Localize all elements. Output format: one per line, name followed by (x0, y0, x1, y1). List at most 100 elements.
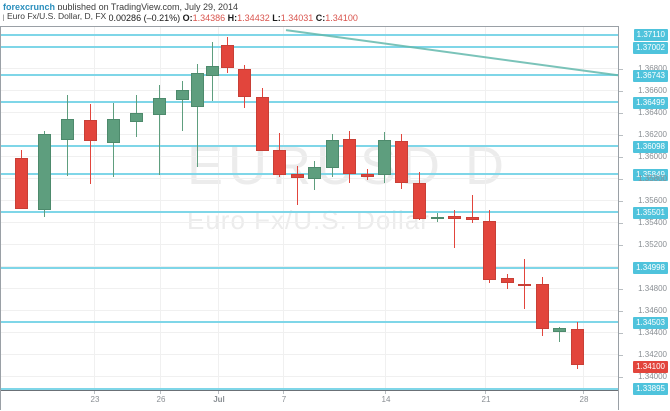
price-tick (619, 135, 623, 136)
grid-line-horizontal (1, 266, 618, 267)
price-axis-label: 1.34600 (638, 306, 667, 315)
candle-body (238, 69, 251, 97)
grid-line-vertical (283, 27, 284, 390)
price-level-label[interactable]: 1.34503 (633, 317, 668, 329)
grid-line-vertical (218, 27, 219, 390)
price-level-label[interactable]: 1.37002 (633, 42, 668, 54)
price-tick (619, 311, 623, 312)
time-axis[interactable]: 23 26 Jul 7 14 21 28 (1, 390, 618, 410)
brand-label: forexcrunch (3, 2, 56, 12)
price-tick (619, 91, 623, 92)
price-axis-label: 1.35400 (638, 218, 667, 227)
time-axis-label: 26 (156, 395, 166, 404)
candle-wick (182, 81, 183, 131)
price-axis-label: 1.36000 (638, 152, 667, 161)
candle-body (38, 134, 51, 211)
candle-body (501, 278, 514, 283)
price-axis-label: 1.34000 (638, 372, 667, 381)
price-level-label[interactable]: 1.33895 (633, 383, 668, 395)
price-level-label[interactable]: 1.36743 (633, 70, 668, 82)
price-tick (619, 69, 623, 70)
price-highlight-line[interactable] (1, 211, 618, 213)
time-axis-label: 7 (281, 395, 287, 404)
price-highlight-line[interactable] (1, 145, 618, 147)
price-level-label[interactable]: 1.34998 (633, 262, 668, 274)
current-price-label[interactable]: 1.34100 (633, 361, 668, 373)
candle-body (206, 65, 219, 76)
candle-body (176, 90, 189, 101)
grid-line-horizontal (1, 134, 618, 135)
time-tick (283, 391, 284, 394)
candle-wick (472, 194, 473, 224)
change-label: –0.00286 (–0.21%) (103, 13, 181, 23)
price-level-label[interactable]: 1.36499 (633, 97, 668, 109)
price-axis-label: 1.34400 (638, 328, 667, 337)
price-highlight-line[interactable] (1, 388, 618, 390)
price-tick (619, 377, 623, 378)
time-tick (485, 391, 486, 394)
candle-body (448, 215, 461, 219)
candle-body (84, 119, 97, 141)
grid-line-horizontal (1, 332, 618, 333)
open-key: O: (182, 13, 193, 23)
price-level-label[interactable]: 1.37110 (633, 29, 668, 41)
grid-line-horizontal (1, 310, 618, 311)
candle-wick (454, 210, 455, 248)
grid-line-horizontal (1, 90, 618, 91)
price-tick (619, 201, 623, 202)
price-axis-label: 1.34800 (638, 284, 667, 293)
grid-line-horizontal (1, 244, 618, 245)
grid-line-horizontal (1, 200, 618, 201)
price-tick (619, 157, 623, 158)
candle-body (466, 216, 479, 221)
candle-body (431, 216, 444, 219)
candle-wick (559, 326, 560, 343)
candle-body (343, 138, 356, 174)
grid-line-horizontal (1, 222, 618, 223)
candlestick-series[interactable] (1, 27, 618, 390)
price-highlight-line[interactable] (1, 321, 618, 323)
candle-body (308, 167, 321, 180)
candle-body (361, 173, 374, 178)
price-tick (619, 333, 623, 334)
price-axis-label: 1.34200 (638, 350, 667, 359)
candle-body (15, 158, 28, 210)
candle-wick (297, 166, 298, 205)
price-tick (619, 355, 623, 356)
price-axis-label: 1.36600 (638, 86, 667, 95)
chart-plot-area[interactable]: EURUSD D Euro Fx/U.S. Dollar (1, 27, 618, 390)
price-axis-label: 1.35600 (638, 196, 667, 205)
price-level-label[interactable]: 1.35501 (633, 207, 668, 219)
price-axis-label: 1.35200 (638, 240, 667, 249)
time-tick (160, 391, 161, 394)
open-value: 1.34386 (192, 13, 226, 23)
price-axis[interactable]: 1.37110 1.37002 1.36800 1.36743 1.36600 1.364… (618, 26, 669, 410)
high-value: 1.34432 (237, 13, 270, 23)
grid-line-horizontal (1, 156, 618, 157)
candle-body (221, 45, 234, 69)
candle-body (518, 283, 531, 286)
grid-line-vertical (583, 27, 584, 390)
price-highlight-line[interactable] (1, 101, 618, 103)
grid-line-vertical (160, 27, 161, 390)
price-level-label[interactable]: 1.36098 (633, 141, 668, 153)
grid-line-horizontal (1, 354, 618, 355)
time-axis-label: 21 (481, 395, 491, 404)
candle-wick (524, 258, 525, 310)
low-key: L: (272, 13, 281, 23)
published-label: published on TradingView.com, July 29, 2… (57, 2, 238, 12)
candle-body (256, 96, 269, 151)
price-highlight-line[interactable] (1, 267, 618, 269)
time-axis-label: 23 (90, 395, 100, 404)
candle-body (273, 149, 286, 175)
time-tick (583, 391, 584, 394)
candle-body (571, 329, 584, 366)
candle-body (107, 118, 120, 143)
price-level-label[interactable]: 1.35849 (633, 169, 668, 181)
grid-line-vertical (385, 27, 386, 390)
candle-body (395, 140, 408, 183)
low-value: 1.34031 (280, 13, 314, 23)
candle-body (326, 139, 339, 169)
grid-line-horizontal (1, 288, 618, 289)
